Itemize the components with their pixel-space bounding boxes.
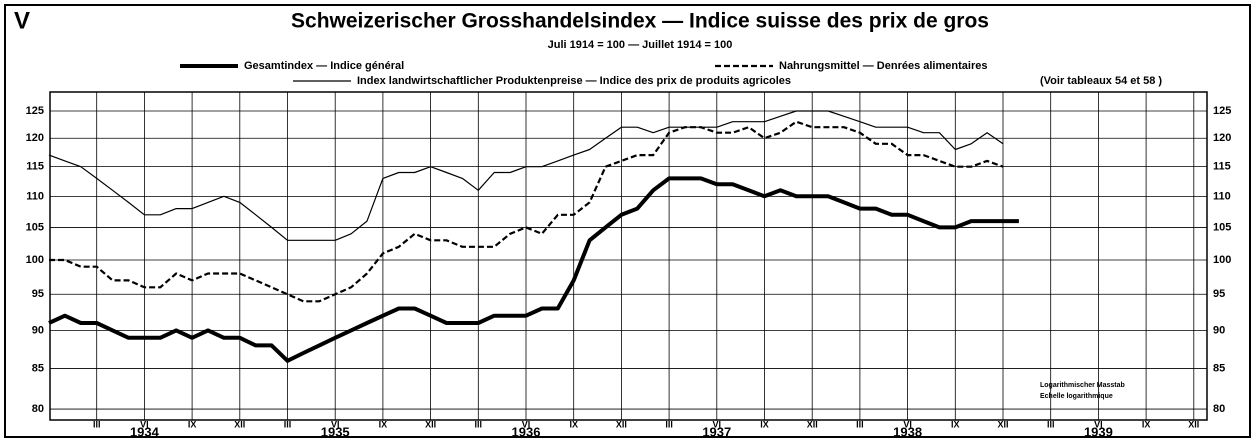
subtitle: Juli 1914 = 100 — Juillet 1914 = 100: [548, 39, 733, 51]
legend-label: Nahrungsmittel — Denrées alimentaires: [779, 60, 987, 72]
x-tick-label: VI: [522, 419, 531, 429]
x-tick-label: XII: [807, 419, 818, 429]
x-tick-label: IX: [760, 419, 769, 429]
y-tick-label: 120: [1213, 132, 1231, 144]
x-tick-label: III: [93, 419, 101, 429]
series-line: [48, 110, 1004, 241]
x-tick-label: IX: [1142, 419, 1151, 429]
x-tick-label: IX: [569, 419, 578, 429]
legend-label: Gesamtindex — Indice général: [244, 60, 404, 72]
x-tick-label: VI: [140, 419, 149, 429]
y-tick-label: 105: [26, 221, 44, 233]
year-label: 1937: [702, 424, 731, 439]
year-label: 1939: [1084, 424, 1113, 439]
scale-note: Logarithmischer Masstab: [1040, 382, 1125, 389]
x-tick-label: XII: [997, 419, 1008, 429]
x-tick-label: III: [475, 419, 483, 429]
x-tick-label: VI: [1094, 419, 1103, 429]
y-tick-label: 110: [26, 190, 44, 202]
y-tick-label: 85: [1213, 362, 1225, 374]
series-line: [48, 176, 1019, 363]
x-tick-label: XII: [234, 419, 245, 429]
x-tick-label: IX: [951, 419, 960, 429]
y-tick-label: 85: [32, 362, 44, 374]
x-tick-label: III: [284, 419, 292, 429]
y-tick-label: 125: [1213, 105, 1231, 117]
y-tick-label: 95: [1213, 288, 1225, 300]
x-tick-label: XII: [425, 419, 436, 429]
frame: [4, 4, 1251, 438]
y-tick-label: 90: [1213, 324, 1225, 336]
y-tick-label: 95: [32, 288, 44, 300]
year-label: 1935: [321, 424, 350, 439]
x-tick-label: IX: [379, 419, 388, 429]
x-tick-label: IX: [188, 419, 197, 429]
y-tick-label: 105: [1213, 221, 1231, 233]
year-label: 1938: [893, 424, 922, 439]
chart-title: Schweizerischer Grosshandelsindex — Indi…: [291, 10, 989, 33]
x-tick-label: VI: [713, 419, 722, 429]
y-tick-label: 115: [26, 161, 44, 173]
note: (Voir tableaux 54 et 58 ): [1040, 75, 1162, 87]
y-tick-label: 120: [26, 132, 44, 144]
year-label: 1934: [130, 424, 160, 439]
x-tick-label: VI: [903, 419, 912, 429]
y-tick-label: 110: [1213, 190, 1231, 202]
scale-note: Echelle logarithmique: [1040, 393, 1113, 400]
x-tick-label: VI: [331, 419, 340, 429]
x-tick-label: III: [1047, 419, 1055, 429]
x-tick-label: XII: [1188, 419, 1199, 429]
x-tick-label: III: [856, 419, 864, 429]
year-label: 1936: [512, 424, 541, 439]
y-tick-label: 100: [26, 254, 44, 266]
y-tick-label: 125: [26, 105, 44, 117]
plot-area: [49, 91, 1208, 421]
x-tick-label: XII: [616, 419, 627, 429]
y-tick-label: 80: [1213, 403, 1225, 415]
legend-label: Index landwirtschaftlicher Produktenprei…: [357, 75, 791, 87]
panel-label: V: [14, 7, 30, 34]
y-tick-label: 115: [1213, 161, 1231, 173]
y-tick-label: 90: [32, 324, 44, 336]
y-tick-label: 80: [32, 403, 44, 415]
x-tick-label: III: [665, 419, 673, 429]
y-tick-label: 100: [1213, 254, 1231, 266]
series-line: [49, 120, 1004, 303]
